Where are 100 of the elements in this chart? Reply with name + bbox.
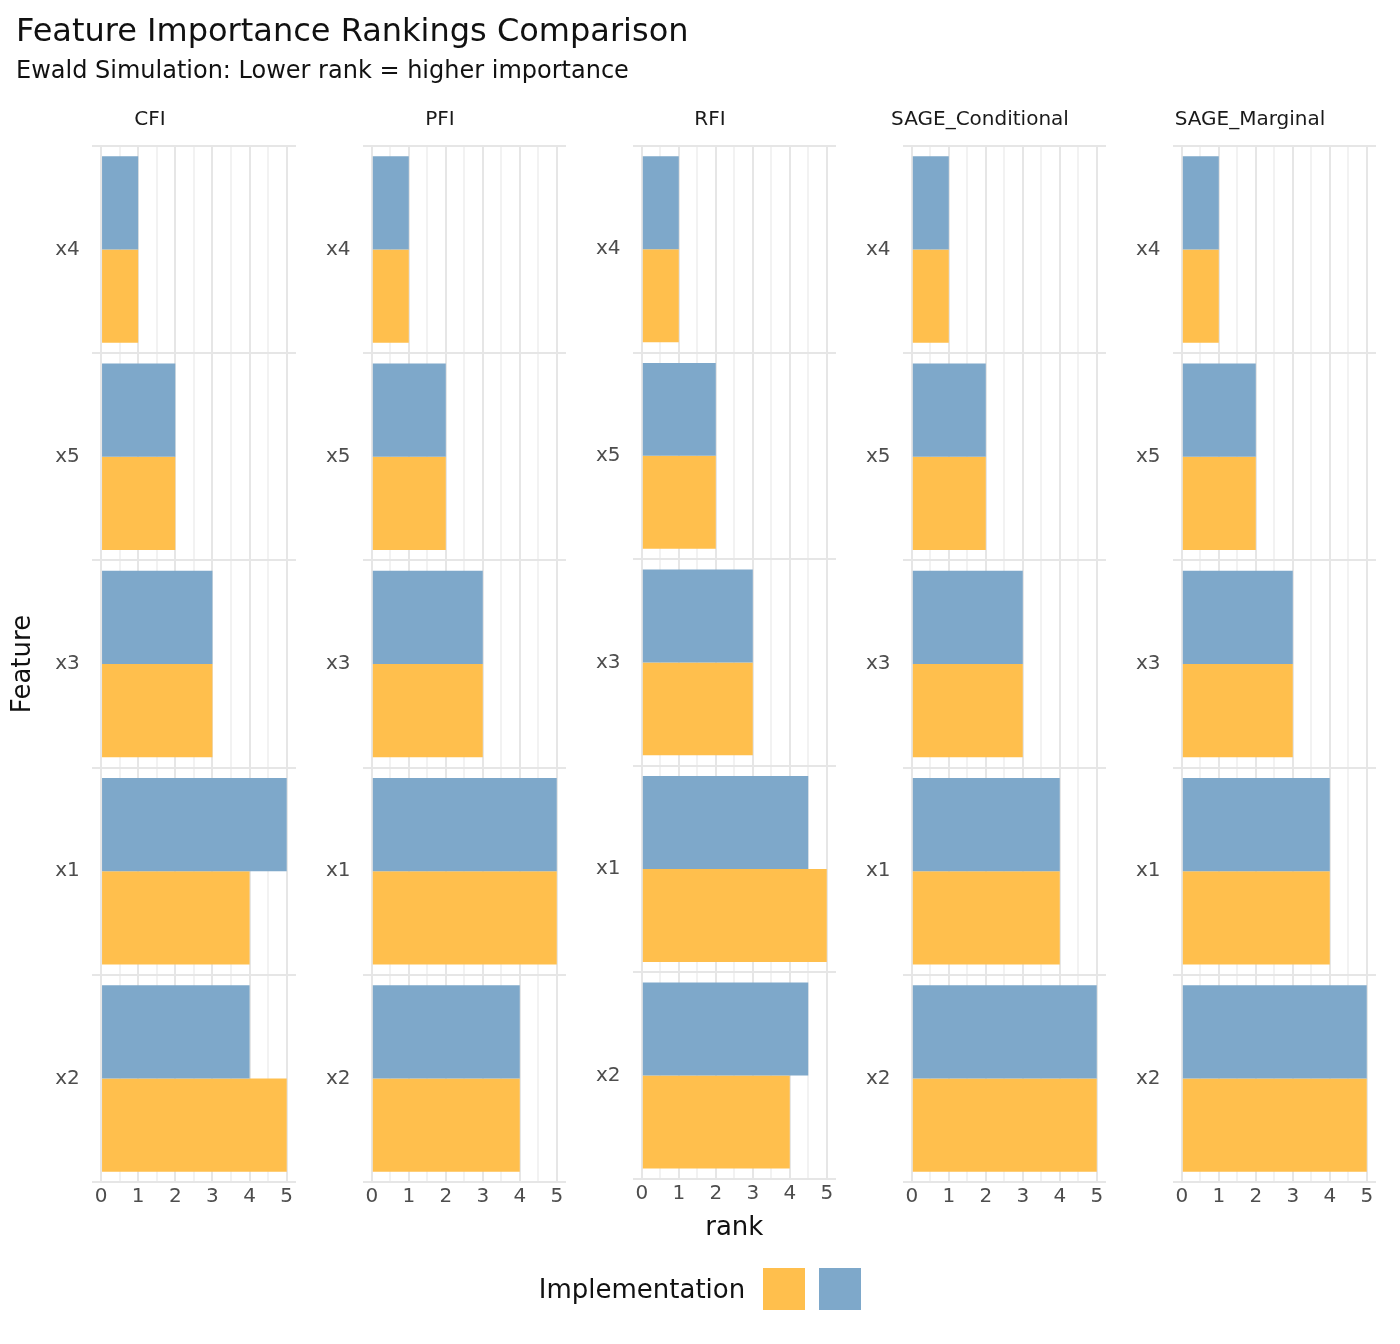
x-tick-label: 1 <box>402 1183 416 1208</box>
bar <box>372 1078 520 1172</box>
chart-title: PFI <box>425 106 455 131</box>
bar <box>372 777 557 872</box>
x-tick-label: 0 <box>635 1180 649 1204</box>
chart-title: SAGE_Marginal <box>1174 106 1326 131</box>
bar <box>372 249 409 343</box>
bar <box>642 662 753 756</box>
bar <box>372 985 520 1079</box>
bar <box>912 1078 1097 1172</box>
bar <box>372 570 483 664</box>
x-tick-label: 3 <box>746 1180 760 1204</box>
bar <box>1182 985 1367 1079</box>
x-tick-label: 4 <box>513 1183 527 1208</box>
bar <box>642 982 809 1076</box>
bar <box>102 985 250 1079</box>
y-tick-label: x4 <box>596 235 621 260</box>
bar <box>1182 1078 1367 1172</box>
y-tick-label: x3 <box>596 648 621 673</box>
bar <box>1182 570 1293 664</box>
x-tick-label: 1 <box>131 1183 145 1208</box>
x-tick-label: 4 <box>1323 1183 1337 1208</box>
x-axis-title: rank <box>705 1211 764 1242</box>
x-tick-label: 1 <box>1212 1183 1226 1208</box>
bar <box>102 570 213 664</box>
bar <box>372 664 483 758</box>
text: Ewald Simulation: Lower rank = higher importance <box>16 55 630 86</box>
bar <box>372 363 446 457</box>
bar <box>912 570 1023 664</box>
y-tick-label: x4 <box>326 235 351 260</box>
chart-title: RFI <box>694 106 726 131</box>
x-tick-label: 2 <box>168 1183 182 1208</box>
x-tick-label: 2 <box>1249 1183 1263 1208</box>
x-tick-label: 5 <box>1360 1183 1374 1208</box>
y-tick-label: x4 <box>1136 235 1161 260</box>
y-tick-label: x2 <box>1136 1064 1161 1089</box>
y-tick-label: x1 <box>55 857 80 882</box>
x-tick-label: 5 <box>820 1180 834 1204</box>
x-tick-label: 3 <box>1286 1183 1300 1208</box>
bar <box>1182 871 1330 965</box>
bar <box>912 156 949 250</box>
bar <box>912 777 1060 872</box>
bar <box>1182 363 1256 457</box>
x-tick-label: 4 <box>1053 1183 1067 1208</box>
y-tick-label: x4 <box>55 235 80 260</box>
y-tick-label: x2 <box>55 1064 80 1089</box>
bar <box>912 664 1023 758</box>
y-tick-label: x2 <box>866 1064 891 1089</box>
y-tick-label: x2 <box>596 1061 621 1086</box>
bar <box>642 1075 790 1169</box>
y-tick-label: x5 <box>866 443 891 467</box>
bar <box>642 362 716 456</box>
x-tick-label: 3 <box>1016 1183 1030 1208</box>
y-tick-label: x1 <box>1136 857 1161 882</box>
bar <box>1182 456 1256 551</box>
bar <box>372 871 557 965</box>
x-tick-label: 5 <box>280 1183 294 1208</box>
x-tick-label: 5 <box>1090 1183 1104 1208</box>
x-tick-label: 1 <box>942 1183 956 1208</box>
chart-title: SAGE_Conditional <box>891 106 1069 131</box>
bar <box>102 664 213 758</box>
bar <box>1182 156 1219 250</box>
bar <box>912 456 986 551</box>
legend-title: Implementation <box>538 1274 746 1304</box>
y-tick-label: x3 <box>1136 650 1161 675</box>
bar <box>642 868 827 962</box>
x-tick-label: 3 <box>476 1183 490 1208</box>
x-tick-label: 5 <box>550 1183 564 1208</box>
x-tick-label: 0 <box>94 1183 108 1208</box>
x-tick-label: 2 <box>439 1183 453 1208</box>
bar <box>912 249 949 343</box>
bar <box>642 455 716 549</box>
bar <box>102 1078 287 1172</box>
x-tick-label: 0 <box>365 1183 379 1208</box>
bar <box>1182 664 1293 758</box>
x-tick-label: 1 <box>672 1180 686 1204</box>
y-tick-label: x5 <box>1136 443 1161 467</box>
y-tick-label: x2 <box>326 1064 351 1089</box>
bar <box>1182 777 1330 872</box>
y-tick-label: x1 <box>326 857 351 882</box>
bar <box>372 156 409 250</box>
bar <box>372 456 446 551</box>
bar <box>642 776 809 869</box>
y-tick-label: x4 <box>866 235 891 260</box>
x-tick-label: 4 <box>783 1180 797 1204</box>
text: Feature Importance Rankings Comparison <box>16 10 689 51</box>
x-tick-label: 0 <box>1175 1183 1189 1208</box>
y-tick-label: x1 <box>596 855 621 880</box>
x-tick-label: 4 <box>243 1183 256 1208</box>
bar <box>642 156 679 250</box>
y-tick-label: x5 <box>596 442 621 467</box>
bar <box>102 871 250 965</box>
y-tick-label: x1 <box>866 857 891 882</box>
x-tick-label: 2 <box>979 1183 993 1208</box>
y-tick-label: x3 <box>55 650 80 675</box>
y-tick-label: x3 <box>866 650 891 675</box>
bar <box>912 985 1097 1079</box>
y-tick-label: x5 <box>326 443 351 467</box>
bar <box>912 871 1060 965</box>
bar <box>102 456 176 551</box>
